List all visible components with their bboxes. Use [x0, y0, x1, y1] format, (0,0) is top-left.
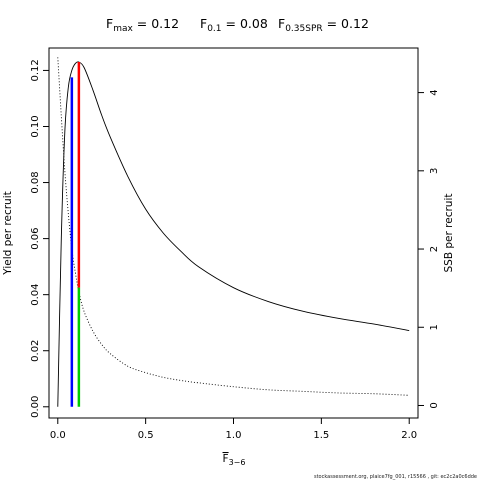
title-part: F0.35SPR = 0.12: [278, 16, 369, 34]
footer-note: stockassessment.org, plaice7fg_001, r155…: [314, 474, 477, 480]
series-layer: [57, 57, 410, 407]
y-right-axis-title: SSB per recruit: [443, 194, 455, 273]
chart-title: Fmax = 0.12 F0.1 = 0.08 F0.35SPR = 0.12: [106, 16, 369, 34]
y-left-tick-label: 0.10: [30, 115, 41, 137]
x-tick-label: 0.5: [138, 430, 154, 441]
x-tick-label: 1.0: [226, 430, 242, 441]
y-left-tick-label: 0.02: [30, 340, 41, 362]
ssb-per-recruit-line: [57, 57, 410, 396]
title-part: Fmax = 0.12: [106, 16, 179, 34]
x-tick-label: 0.0: [50, 430, 66, 441]
y-right-tick-label: 4: [429, 89, 440, 95]
y-left-axis-title: Yield per recruit: [2, 191, 14, 275]
y-left-tick-label: 0.00: [30, 396, 41, 418]
y-right-tick-label: 3: [429, 168, 440, 174]
y-left-tick-label: 0.08: [30, 171, 41, 193]
x-tick-label: 1.5: [313, 430, 329, 441]
y-left-tick-label: 0.12: [30, 59, 41, 81]
y-right-tick-label: 0: [429, 402, 440, 408]
y-right-tick-label: 1: [429, 324, 440, 330]
y-right-tick-label: 2: [429, 246, 440, 252]
yield-per-recruit-line: [57, 61, 410, 407]
y-left-tick-label: 0.06: [30, 227, 41, 249]
x-axis-title: F3−6: [223, 453, 246, 467]
reference-lines: [70, 62, 81, 407]
title-part: F0.1 = 0.08: [200, 16, 268, 34]
y-left-axis: 0.00 0.02 0.04 0.06 0.08 0.10 0.12: [30, 59, 49, 418]
y-right-axis: 0 1 2 3 4: [418, 89, 440, 409]
x-axis: 0.0 0.5 1.0 1.5 2.0: [50, 418, 417, 441]
plot-frame: [48, 47, 419, 419]
y-left-tick-label: 0.04: [30, 284, 41, 306]
x-tick-label: 2.0: [401, 430, 417, 441]
